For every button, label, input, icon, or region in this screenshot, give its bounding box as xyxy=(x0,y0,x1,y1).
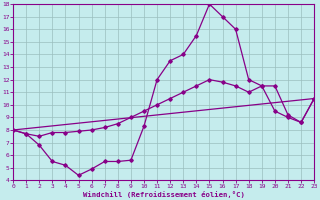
X-axis label: Windchill (Refroidissement éolien,°C): Windchill (Refroidissement éolien,°C) xyxy=(83,191,244,198)
